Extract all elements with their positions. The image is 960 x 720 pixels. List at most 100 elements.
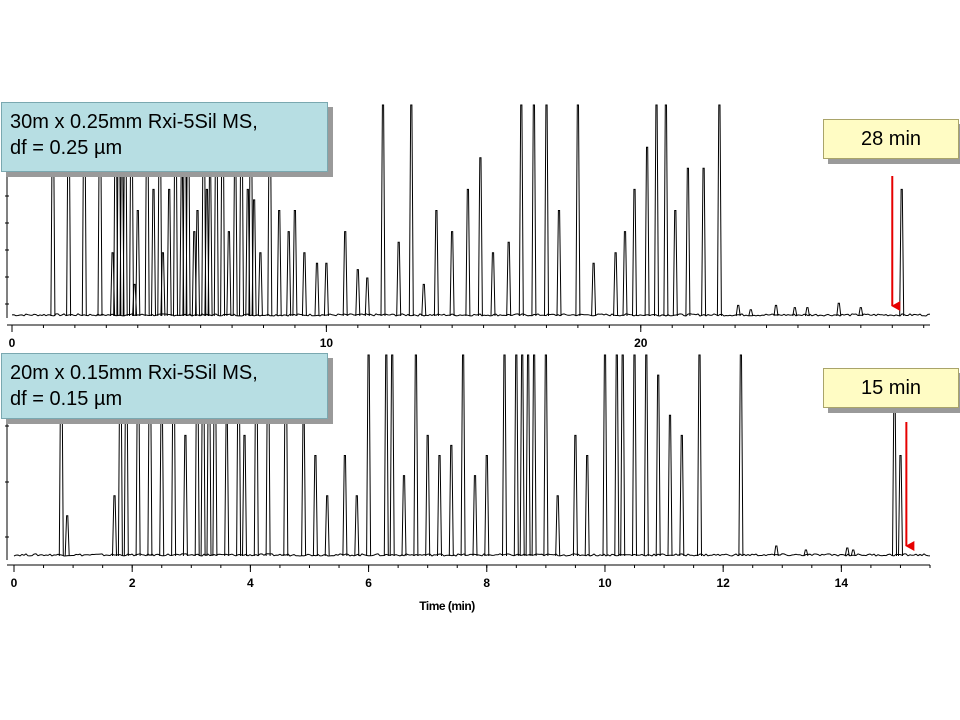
chromatogram-peak xyxy=(614,354,620,557)
chromatogram-peak xyxy=(502,354,507,557)
column-label-20m: 20m x 0.15mm Rxi-5Sil MS, df = 0.15 µm xyxy=(1,353,328,419)
chromatogram-peak xyxy=(898,455,903,557)
chromatogram-peak xyxy=(735,304,741,317)
chromatogram-peak xyxy=(748,309,754,317)
chromatogram-peak xyxy=(632,188,637,317)
x-ticks-1: 0 10 20 xyxy=(9,325,925,350)
chromatogram-peak xyxy=(701,167,707,317)
chromatogram-peak xyxy=(555,495,561,557)
chromatogram-peak xyxy=(226,231,232,317)
x-tick-label: 10 xyxy=(320,336,334,350)
chromatogram-peak xyxy=(513,354,519,557)
chromatogram-peak xyxy=(484,455,490,557)
chromatogram-peak xyxy=(232,146,238,317)
chromatogram-peak xyxy=(465,188,471,317)
chromatogram-peak xyxy=(460,354,466,557)
chromatogram-peak xyxy=(556,210,562,317)
x-tick-label: 10 xyxy=(598,576,612,590)
chromatogram-peak xyxy=(697,354,702,557)
chromatogram-panel-1: 0 10 20 xyxy=(5,104,931,350)
chromatogram-peak xyxy=(672,210,678,317)
chromatogram-peak xyxy=(160,252,166,317)
chromatogram-peak xyxy=(572,434,578,557)
chromatogram-peak xyxy=(437,455,442,557)
chromatogram-peak xyxy=(632,354,637,557)
chromatogram-peak xyxy=(773,545,779,557)
column-label-20m-line1: 20m x 0.15mm Rxi-5Sil MS, xyxy=(10,362,258,384)
chromatogram-peak xyxy=(575,104,581,317)
chromatogram-peak xyxy=(342,455,348,557)
chromatogram-peak xyxy=(643,354,649,557)
chromatogram-peak xyxy=(383,354,389,557)
chromatogram-peak xyxy=(490,252,496,317)
chromatogram-peak xyxy=(425,434,431,557)
chromatogram-peak xyxy=(899,188,905,317)
chromatogram-peak xyxy=(421,283,427,317)
chromatogram-peak xyxy=(654,104,659,317)
chromatogram-peak xyxy=(366,354,372,557)
chromatogram-baseline xyxy=(13,553,931,557)
chromatogram-peak xyxy=(663,104,669,317)
x-tick-label: 6 xyxy=(365,576,372,590)
chromatogram-peak xyxy=(323,262,329,317)
column-label-30m-line1: 30m x 0.25mm Rxi-5Sil MS, xyxy=(10,111,258,133)
analysis-time-15min: 15 min xyxy=(823,368,959,408)
chromatogram-peak xyxy=(159,394,165,557)
chromatogram-trace-1 xyxy=(11,104,931,317)
column-label-30m: 30m x 0.25mm Rxi-5Sil MS, df = 0.25 µm xyxy=(1,102,328,172)
x-tick-label: 0 xyxy=(9,336,16,350)
chromatogram-peak xyxy=(472,475,478,557)
chromatogram-peak xyxy=(591,262,597,317)
chromatogram-peak xyxy=(251,199,257,317)
x-tick-label: 2 xyxy=(129,576,136,590)
analysis-time-28min: 28 min xyxy=(823,119,959,159)
chromatogram-peak xyxy=(257,252,263,317)
chromatogram-peak xyxy=(531,354,537,557)
chromatogram-peak xyxy=(195,210,200,317)
chromatogram-peak xyxy=(850,549,856,557)
chromatogram-peak xyxy=(773,304,779,317)
chromatogram-peak xyxy=(518,104,524,317)
chromatogram-peak xyxy=(679,434,685,557)
chromatogram-peak xyxy=(292,210,298,317)
chromatogram-peak xyxy=(396,241,402,317)
chromatogram-baseline xyxy=(11,313,931,317)
chromatogram-peak xyxy=(408,104,414,317)
chromatogram-peak xyxy=(364,277,370,317)
chromatogram-peak xyxy=(449,231,455,317)
chromatogram-peak xyxy=(544,104,549,317)
x-ticks-2: 0 2 4 6 8 10 12 14 xyxy=(11,565,931,590)
chromatogram-peak xyxy=(836,302,842,317)
chromatogram-peak xyxy=(803,549,809,557)
chromatogram-peak xyxy=(324,495,330,557)
x-tick-label: 20 xyxy=(634,336,648,350)
x-tick-label: 14 xyxy=(835,576,849,590)
chromatogram-peak xyxy=(224,414,230,557)
chromatogram-peak xyxy=(242,434,247,557)
x-tick-label: 8 xyxy=(483,576,490,590)
x-axis-title: Time (min) xyxy=(419,599,475,613)
chromatogram-peak xyxy=(602,354,608,557)
chromatogram-peak xyxy=(182,434,188,557)
chromatogram-peak xyxy=(525,354,531,557)
chromatogram-peak xyxy=(655,374,661,557)
chromatogram-peak xyxy=(622,231,628,317)
chromatogram-peak xyxy=(685,167,691,317)
chromatogram-peak xyxy=(314,262,320,317)
chromatogram-peak xyxy=(135,210,141,317)
chromatogram-peak xyxy=(151,188,156,317)
x-tick-label: 12 xyxy=(716,576,730,590)
chromatogram-peak xyxy=(613,252,619,317)
chromatogram-peak xyxy=(531,104,537,317)
chromatogram-peak xyxy=(620,354,626,557)
chromatogram-peak xyxy=(112,495,117,557)
chromatogram-peak xyxy=(380,104,386,317)
chromatogram-peak xyxy=(716,104,722,317)
chromatogram-peak xyxy=(355,269,361,317)
chromatogram-peak xyxy=(804,307,810,317)
chromatogram-peak xyxy=(892,388,897,557)
column-label-30m-line2: df = 0.25 µm xyxy=(10,137,123,159)
chromatogram-peak xyxy=(667,414,673,557)
chromatogram-peak xyxy=(448,444,454,557)
chromatogram-peak xyxy=(286,231,292,317)
